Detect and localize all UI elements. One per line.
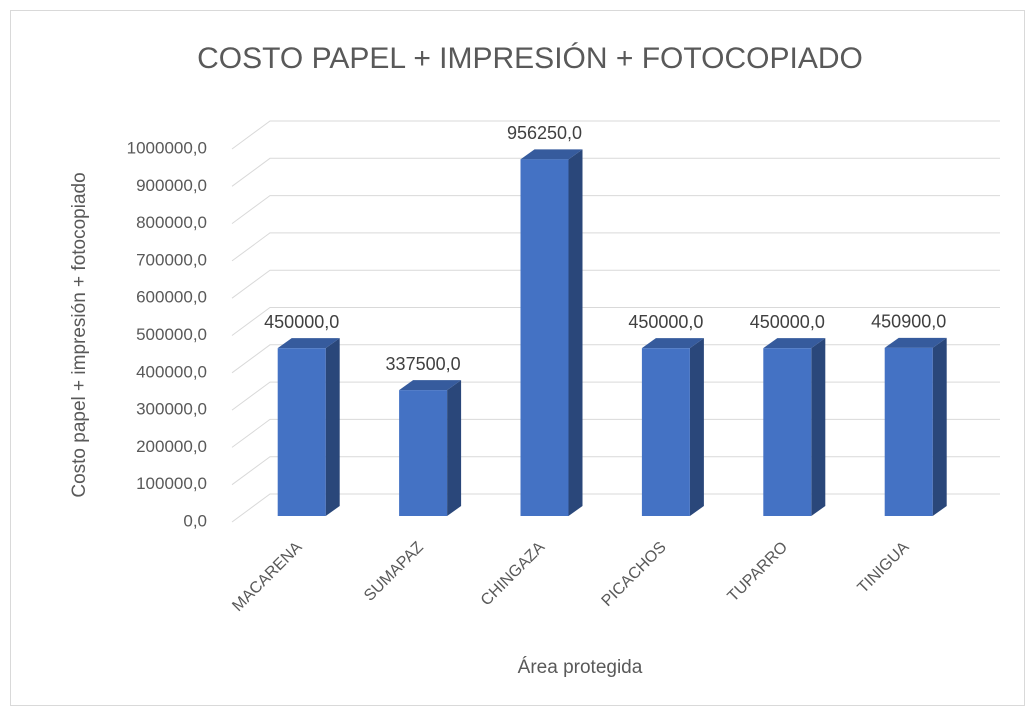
- y-tick-label: 100000,0: [136, 474, 207, 493]
- bar-top: [399, 380, 462, 391]
- data-label: 450900,0: [871, 312, 946, 332]
- y-tick-label: 900000,0: [136, 176, 207, 195]
- bar-side: [568, 149, 583, 516]
- chart-title: COSTO PAPEL + IMPRESIÓN + FOTOCOPIADO: [197, 42, 863, 75]
- data-label: 337500,0: [386, 354, 461, 374]
- grid-line: [231, 381, 1000, 411]
- y-tick-label: 1000000,0: [127, 138, 207, 157]
- bar-top: [641, 338, 704, 349]
- data-label: 956250,0: [507, 123, 582, 143]
- y-tick-label: 500000,0: [136, 325, 207, 344]
- bar-top: [277, 338, 340, 349]
- y-tick-label: 400000,0: [136, 362, 207, 381]
- x-axis-title: Área protegida: [518, 657, 643, 678]
- chart-border: [10, 10, 1025, 706]
- bar: [763, 348, 812, 516]
- bar-top: [884, 337, 947, 348]
- data-label: 450000,0: [264, 312, 339, 332]
- grid-line: [231, 418, 1000, 448]
- y-axis-title: Costo papel + impresión + fotocopiado: [69, 172, 90, 497]
- grid-line: [231, 493, 1000, 523]
- bar-side: [689, 338, 704, 516]
- y-tick-label: 700000,0: [136, 250, 207, 269]
- y-tick-label: 200000,0: [136, 437, 207, 456]
- y-tick-label: 600000,0: [136, 288, 207, 307]
- grid-line: [231, 232, 1000, 262]
- grid-line: [231, 456, 1000, 486]
- grid-line: [231, 307, 1000, 336]
- grid-line: [231, 269, 1000, 299]
- bar: [884, 347, 933, 516]
- bar: [277, 348, 326, 516]
- data-label: 450000,0: [750, 312, 825, 332]
- y-tick-label: 800000,0: [136, 213, 207, 232]
- bar: [641, 348, 690, 516]
- data-label: 450000,0: [628, 312, 703, 332]
- bar: [520, 159, 569, 516]
- bar-side: [811, 338, 826, 516]
- bar-side: [325, 338, 340, 516]
- grid-line: [231, 195, 1000, 225]
- y-tick-label: 300000,0: [136, 400, 207, 419]
- bar-top: [520, 149, 583, 160]
- bar: [399, 390, 448, 516]
- grid-line: [231, 157, 1000, 187]
- bar-side: [447, 380, 462, 516]
- grid-line: [231, 344, 1000, 374]
- bar-side: [932, 337, 947, 516]
- y-tick-label: 0,0: [183, 511, 207, 530]
- bar-top: [763, 338, 826, 349]
- grid-line: [231, 120, 1000, 150]
